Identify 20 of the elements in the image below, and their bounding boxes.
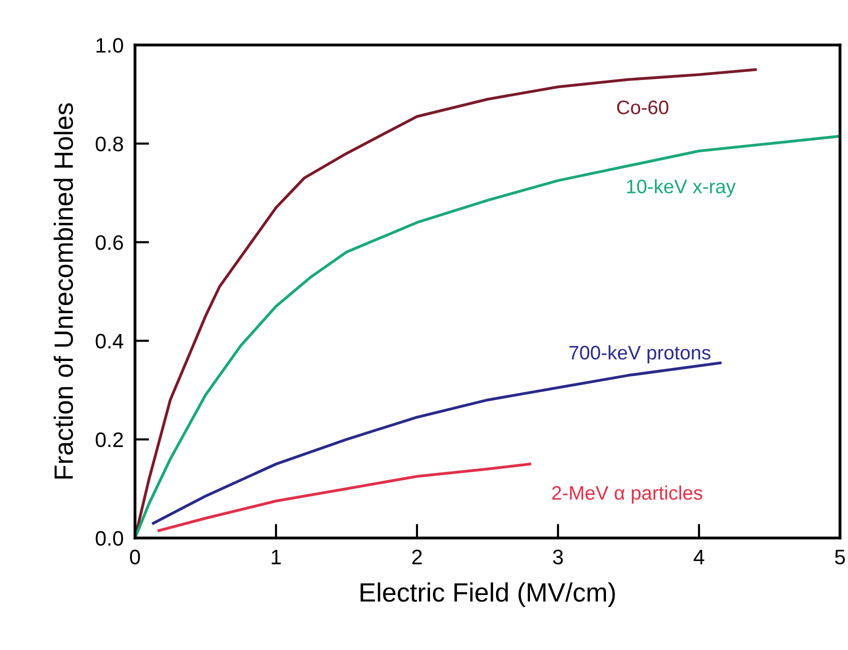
x-axis-title: Electric Field (MV/cm): [360, 582, 615, 608]
x-tick-label: 1: [272, 550, 281, 564]
line-series: [152, 362, 722, 525]
line-series: [158, 462, 532, 532]
y-axis-title: Fraction of Unrecombined Holes: [54, 103, 74, 479]
series-label: Co-60: [617, 100, 668, 114]
y-tick-label: 0.0: [96, 531, 124, 546]
x-tick-label: 3: [553, 550, 563, 564]
x-tick-label: 0: [130, 550, 140, 564]
x-tick-label: 5: [835, 550, 845, 564]
y-tick-label: 0.8: [96, 136, 123, 152]
x-tick-label: 2: [412, 550, 422, 564]
series-label: 700-keV protons: [569, 345, 710, 364]
y-tick-label: 0.4: [96, 334, 124, 349]
series-label: 2-MeV α particles: [552, 486, 702, 504]
y-tick-label: 0.2: [96, 432, 123, 448]
y-tick-label: 1.0: [96, 38, 124, 53]
x-tick-label: 4: [694, 550, 704, 564]
y-tick-label: 0.6: [96, 235, 123, 250]
series-label: 10-keV x-ray: [627, 179, 736, 198]
